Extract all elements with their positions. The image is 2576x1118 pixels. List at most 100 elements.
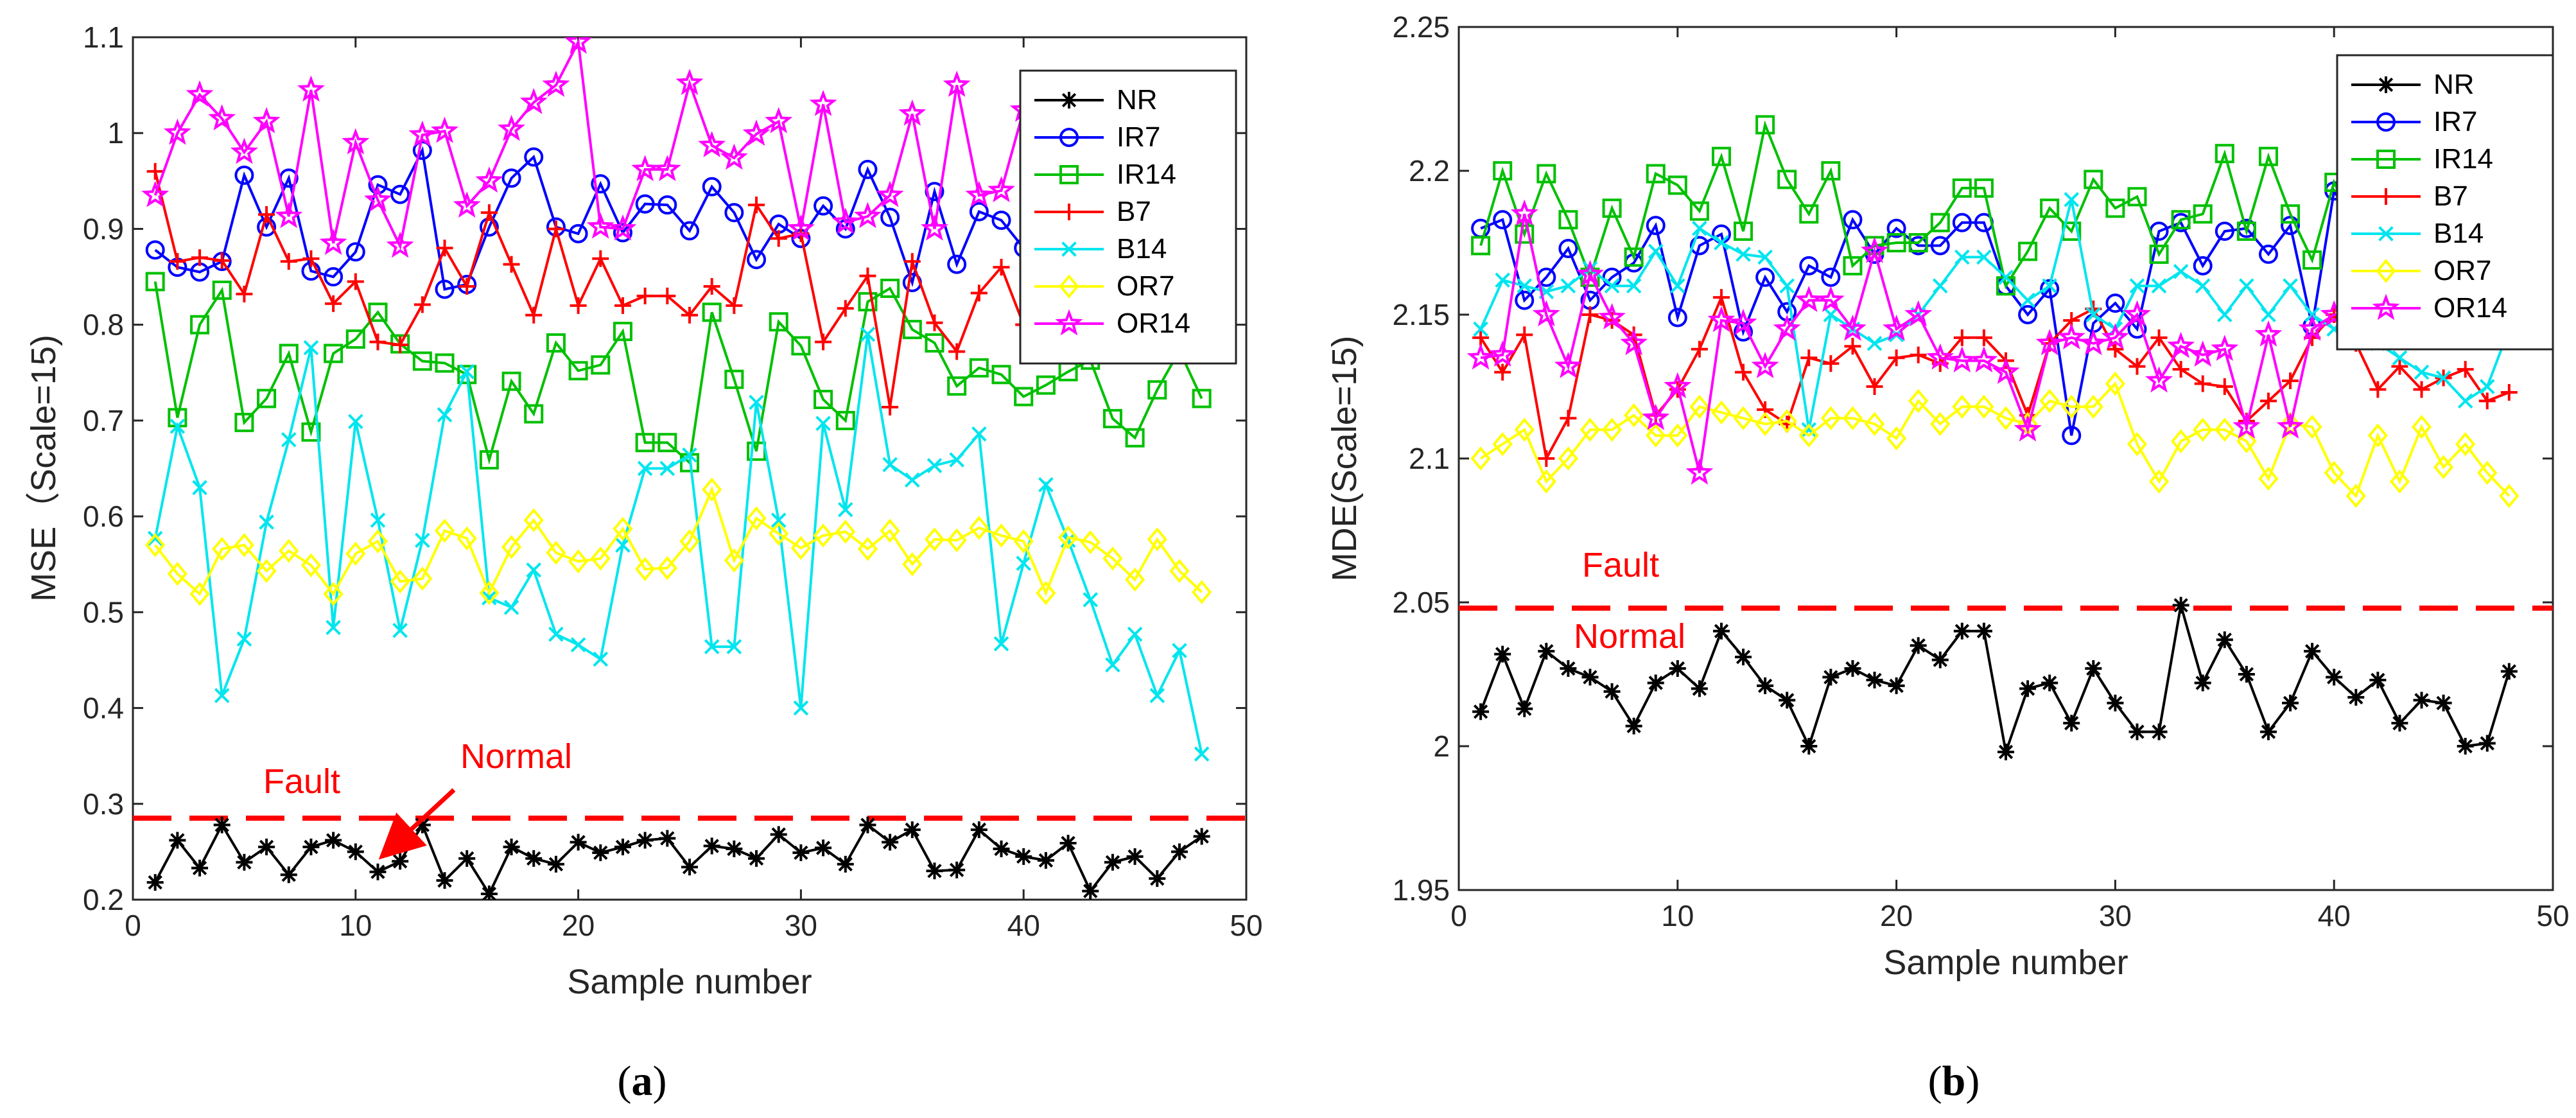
- data-point: [2367, 423, 2388, 448]
- data-point: [2238, 666, 2255, 683]
- data-point: [2389, 469, 2410, 494]
- data-point: [2369, 381, 2387, 398]
- data-point: [459, 363, 475, 380]
- data-point: [1646, 423, 1666, 448]
- data-point: [765, 107, 793, 134]
- data-point: [2215, 417, 2235, 442]
- y-tick-label: 0.4: [83, 692, 124, 725]
- data-point: [325, 832, 342, 849]
- data-point: [991, 211, 1011, 231]
- data-point: [2171, 429, 2191, 453]
- data-point: [1711, 146, 1731, 166]
- data-point: [525, 850, 543, 867]
- data-point: [859, 267, 876, 284]
- data-point: [636, 832, 654, 849]
- data-point: [2128, 358, 2146, 375]
- annotation-arrow: [378, 788, 456, 860]
- x-tick-label: 30: [785, 909, 817, 942]
- x-tick-label: 40: [1007, 909, 1040, 942]
- data-point: [548, 626, 564, 642]
- data-point: [592, 250, 609, 267]
- data-point: [854, 202, 882, 229]
- data-point: [1560, 410, 1577, 427]
- data-point: [1669, 278, 1685, 294]
- data-point: [1735, 363, 1752, 381]
- data-point: [946, 528, 967, 553]
- data-point: [568, 549, 589, 573]
- data-point: [2040, 279, 2060, 299]
- data-point: [479, 450, 499, 470]
- data-point: [2018, 305, 2038, 324]
- legend-label: NR: [2433, 69, 2475, 100]
- data-point: [1667, 308, 1687, 328]
- data-point: [1149, 688, 1165, 703]
- data-point: [720, 143, 748, 170]
- data-point: [1843, 210, 1863, 230]
- data-point: [636, 287, 654, 304]
- data-point: [2057, 323, 2085, 350]
- data-point: [748, 850, 765, 867]
- data-point: [1560, 278, 1576, 294]
- data-point: [482, 590, 497, 606]
- data-point: [503, 600, 519, 615]
- data-point: [2258, 244, 2278, 264]
- data-point: [1104, 853, 1121, 871]
- data-point: [1014, 387, 1034, 406]
- data-point: [882, 398, 899, 415]
- data-point: [860, 326, 876, 342]
- data-point: [902, 320, 922, 340]
- data-point: [2324, 460, 2344, 485]
- data-point: [212, 537, 232, 561]
- data-point: [857, 537, 878, 561]
- data-point: [1082, 882, 1099, 900]
- data-point: [2062, 426, 2082, 446]
- data-point: [1736, 247, 1751, 262]
- data-point: [2376, 259, 2396, 283]
- data-point: [1624, 403, 1644, 428]
- data-point: [208, 104, 236, 131]
- data-point: [436, 240, 453, 257]
- data-point: [1647, 674, 1664, 692]
- data-point: [2085, 660, 2102, 677]
- data-point: [770, 512, 787, 528]
- data-point: [257, 389, 277, 408]
- data-point: [2282, 694, 2299, 712]
- data-point: [2281, 204, 2301, 224]
- data-point: [614, 838, 631, 855]
- data-point: [1888, 349, 1905, 367]
- data-point: [1149, 870, 1166, 887]
- data-point: [1083, 592, 1099, 607]
- data-point: [1948, 346, 1976, 373]
- data-point: [542, 71, 570, 97]
- data-point: [258, 838, 275, 855]
- data-point: [1975, 622, 1992, 640]
- data-point: [682, 447, 697, 463]
- data-point: [1059, 128, 1079, 147]
- data-point: [681, 306, 698, 324]
- data-point: [1844, 338, 1861, 355]
- data-point: [147, 530, 163, 546]
- panel-b-chart: 0 10 20 30 40 50 1.95 2 2.05 2.1 2.15 2.2 2.25 Fault…: [1325, 10, 2570, 1105]
- data-point: [430, 116, 459, 143]
- data-point: [191, 249, 209, 266]
- x-tick-label: 20: [1880, 899, 1913, 932]
- data-point: [2261, 307, 2276, 322]
- data-point: [770, 230, 787, 247]
- data-point: [1930, 412, 1951, 436]
- data-point: [991, 365, 1011, 385]
- data-point: [1192, 389, 1212, 408]
- legend-item-b14: B14: [1034, 233, 1167, 265]
- data-point: [675, 69, 704, 95]
- data-point: [1466, 343, 1495, 370]
- data-point: [2150, 329, 2168, 346]
- x-tick-label: 30: [2099, 899, 2132, 932]
- y-tick-label: 2: [1433, 729, 1450, 763]
- data-point: [1954, 249, 1970, 265]
- data-point: [1952, 394, 1972, 419]
- y-tick-label: 1.1: [83, 21, 124, 54]
- data-point: [2479, 379, 2495, 394]
- y-tick-label: 0.5: [83, 595, 124, 629]
- data-point: [547, 855, 564, 873]
- data-point: [1689, 236, 1709, 256]
- legend-item-nr: NR: [1034, 84, 1158, 116]
